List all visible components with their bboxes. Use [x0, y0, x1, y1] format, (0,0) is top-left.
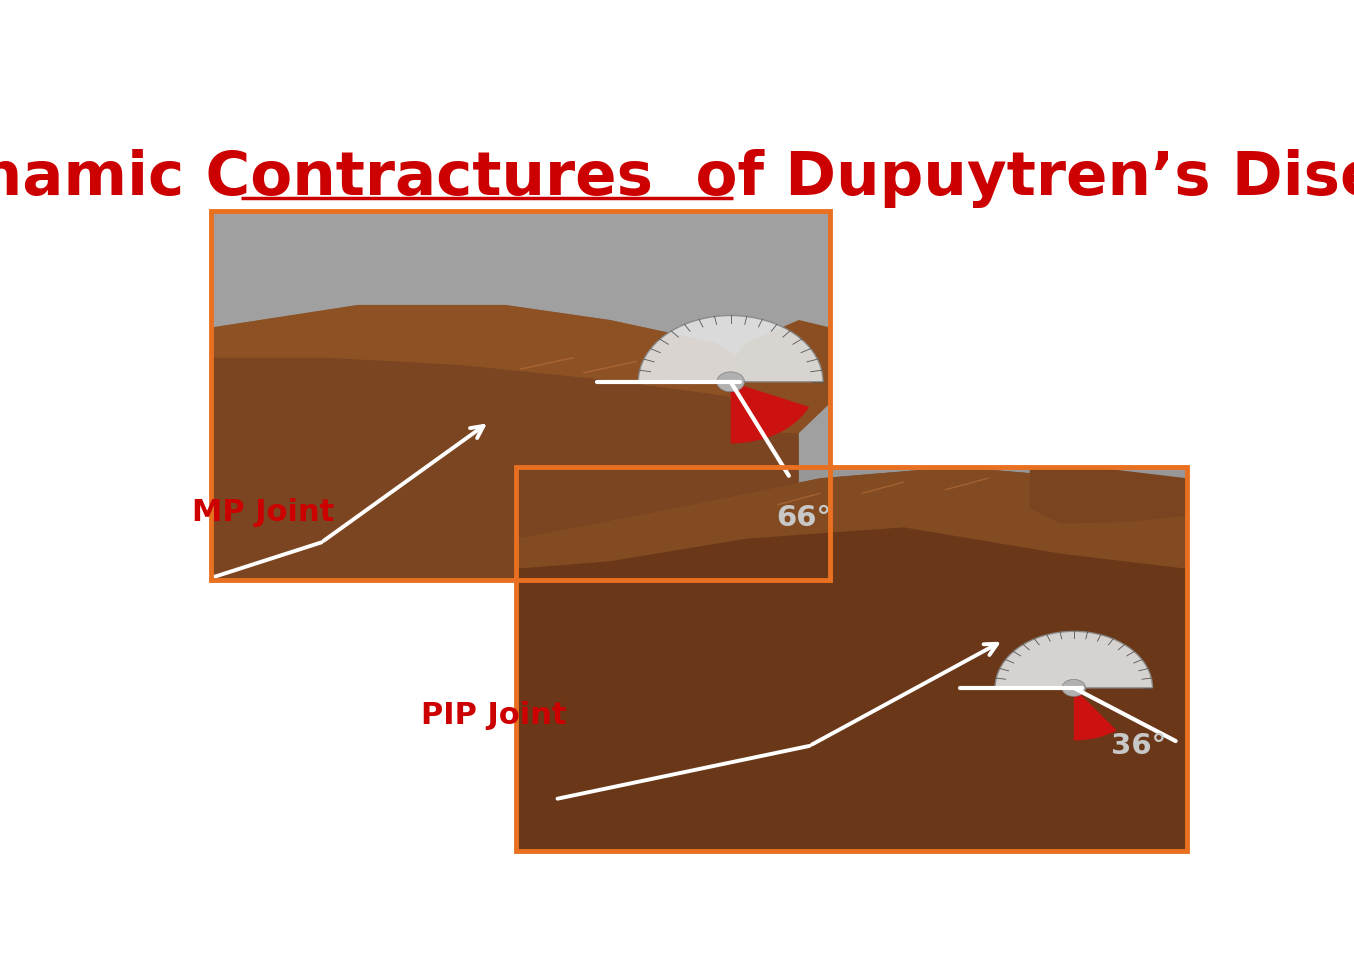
Text: 36°: 36° [1110, 732, 1166, 760]
Wedge shape [731, 382, 810, 444]
Polygon shape [516, 467, 1187, 852]
Polygon shape [715, 321, 830, 433]
Text: 66°: 66° [776, 504, 831, 531]
Wedge shape [1062, 680, 1086, 696]
Polygon shape [211, 306, 779, 404]
Polygon shape [516, 467, 1187, 569]
Polygon shape [211, 306, 799, 581]
Text: MP Joint: MP Joint [192, 497, 334, 526]
Wedge shape [995, 632, 1152, 689]
Text: Dynamic Contractures  of Dupuytren’s Disease: Dynamic Contractures of Dupuytren’s Dise… [0, 149, 1354, 208]
Wedge shape [638, 316, 823, 382]
Polygon shape [1030, 467, 1187, 524]
Bar [516, 467, 1187, 852]
Bar [516, 467, 1187, 852]
Bar [211, 211, 830, 581]
Bar [211, 211, 830, 581]
Wedge shape [1074, 689, 1117, 740]
Text: PIP Joint: PIP Joint [421, 700, 566, 730]
Wedge shape [716, 373, 745, 392]
